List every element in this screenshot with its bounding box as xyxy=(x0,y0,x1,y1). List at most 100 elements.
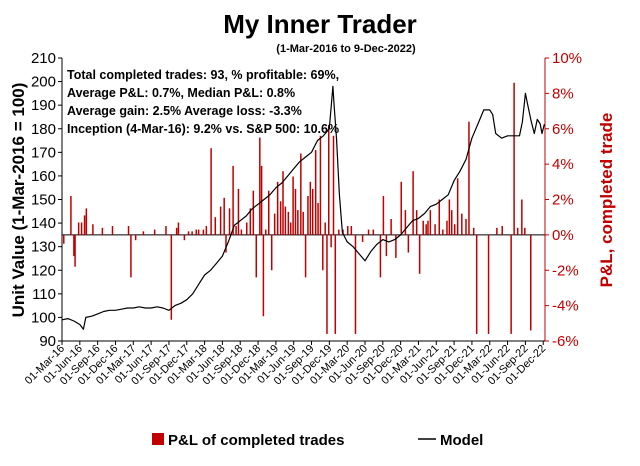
y-tick-label-right: 6% xyxy=(552,121,574,138)
chart-subtitle: (1-Mar-2016 to 9-Dec-2022) xyxy=(276,43,416,55)
pnl-bar xyxy=(332,135,335,235)
pnl-bar xyxy=(276,181,279,235)
pnl-bar xyxy=(347,226,349,235)
pnl-bar xyxy=(287,211,290,235)
pnl-bar xyxy=(475,234,478,334)
y-tick-label-right: -2% xyxy=(552,262,579,279)
pnl-bar xyxy=(496,227,498,235)
pnl-bar xyxy=(304,234,307,278)
pnl-bar xyxy=(202,229,205,235)
pnl-bar xyxy=(237,188,240,235)
y-tick-label-left: 100 xyxy=(31,309,56,326)
pnl-bar xyxy=(429,210,432,235)
pnl-bar xyxy=(317,203,319,235)
pnl-bar xyxy=(292,176,294,235)
pnl-bar xyxy=(427,220,429,235)
pnl-bar xyxy=(267,190,270,235)
pnl-bar xyxy=(273,213,276,235)
pnl-bar xyxy=(260,165,263,235)
pnl-bar xyxy=(412,171,414,235)
pnl-bar xyxy=(407,234,410,253)
pnl-bar xyxy=(191,231,193,235)
pnl-bar xyxy=(165,226,167,235)
legend-model-label: Model xyxy=(440,432,483,449)
pnl-bar xyxy=(372,229,375,235)
pnl-bar xyxy=(322,234,324,271)
pnl-bar xyxy=(311,188,314,235)
pnl-bar xyxy=(210,148,212,235)
pnl-bar xyxy=(513,82,515,235)
y-tick-label-right: 2% xyxy=(552,192,574,209)
pnl-bar xyxy=(510,234,512,334)
pnl-bar xyxy=(223,197,225,235)
pnl-bar xyxy=(379,234,382,278)
pnl-bar xyxy=(487,234,490,334)
pnl-bar xyxy=(153,229,156,235)
pnl-bar xyxy=(259,137,261,235)
pnl-bar xyxy=(354,234,357,334)
annotation-line-4: Inception (4-Mar-16): 9.2% vs. S&P 500: … xyxy=(67,122,339,136)
pnl-bar xyxy=(127,226,130,235)
pnl-bar xyxy=(63,234,65,244)
y-axis-label-left: Unit Value (1-Mar-2016 = 100) xyxy=(9,83,28,318)
pnl-bar xyxy=(448,199,451,235)
legend-pnl-swatch xyxy=(152,433,164,445)
y-tick-label-left: 170 xyxy=(31,144,56,161)
pnl-bar xyxy=(334,234,337,334)
pnl-bar xyxy=(319,135,322,235)
y-tick-label-left: 160 xyxy=(31,168,56,185)
axes: 90 100 110 120 130 140 150 160 170 180 190 200 210 -6… xyxy=(23,50,582,387)
pnl-bar xyxy=(461,213,463,235)
pnl-bar xyxy=(74,234,76,267)
y-tick-label-right: 0% xyxy=(552,227,574,244)
pnl-bar xyxy=(342,229,344,235)
model-line xyxy=(61,85,545,330)
pnl-bar xyxy=(101,227,104,235)
pnl-bar xyxy=(297,210,299,235)
y-axis-label-right: P&L, completed trade xyxy=(597,113,616,288)
pnl-bar xyxy=(330,234,332,248)
pnl-bar xyxy=(279,201,282,235)
pnl-bar xyxy=(111,226,114,235)
pnl-bar xyxy=(400,181,402,235)
pnl-bar xyxy=(183,234,186,241)
pnl-bar xyxy=(262,234,265,317)
pnl-bar xyxy=(367,229,370,235)
pnl-bar xyxy=(300,153,302,235)
pnl-bar xyxy=(134,234,137,241)
pnl-bar xyxy=(422,220,424,235)
pnl-bar xyxy=(197,229,200,235)
pnl-bar xyxy=(73,234,75,257)
pnl-bar xyxy=(309,181,312,235)
y-tick-label-right: -6% xyxy=(552,333,579,350)
pnl-bar xyxy=(282,171,284,235)
pnl-bar xyxy=(465,218,467,235)
y-tick-label-left: 200 xyxy=(31,74,56,91)
pnl-bar xyxy=(456,178,459,235)
annotation-block: Total completed trades: 93, % profitable… xyxy=(67,68,339,136)
y-tick-label-right: 4% xyxy=(552,156,574,173)
pnl-bar xyxy=(302,211,304,235)
pnl-bar xyxy=(83,215,86,235)
pnl-bar xyxy=(395,234,397,258)
y-tick-label-left: 140 xyxy=(31,215,56,232)
pnl-bar xyxy=(327,125,330,235)
pnl-bar xyxy=(85,208,88,235)
pnl-bar xyxy=(501,226,503,235)
annotation-line-2: Average P&L: 0.7%, Median P&L: 0.8% xyxy=(67,86,295,100)
pnl-bar xyxy=(529,234,532,331)
y-tick-label-right: -4% xyxy=(552,298,579,315)
pnl-bar xyxy=(468,121,470,235)
pnl-bar xyxy=(70,195,72,235)
legend-pnl-label: P&L of completed trades xyxy=(168,432,344,449)
pnl-bar xyxy=(524,227,526,235)
y-tick-label-left: 180 xyxy=(31,121,56,138)
pnl-bar xyxy=(446,220,448,235)
pnl-bar xyxy=(361,234,364,242)
pnl-bar xyxy=(214,217,217,235)
pnl-bar xyxy=(425,224,427,235)
pnl-bar xyxy=(232,165,234,235)
pnl-bar xyxy=(142,231,145,235)
legend: P&L of completed trades Model xyxy=(152,432,483,449)
